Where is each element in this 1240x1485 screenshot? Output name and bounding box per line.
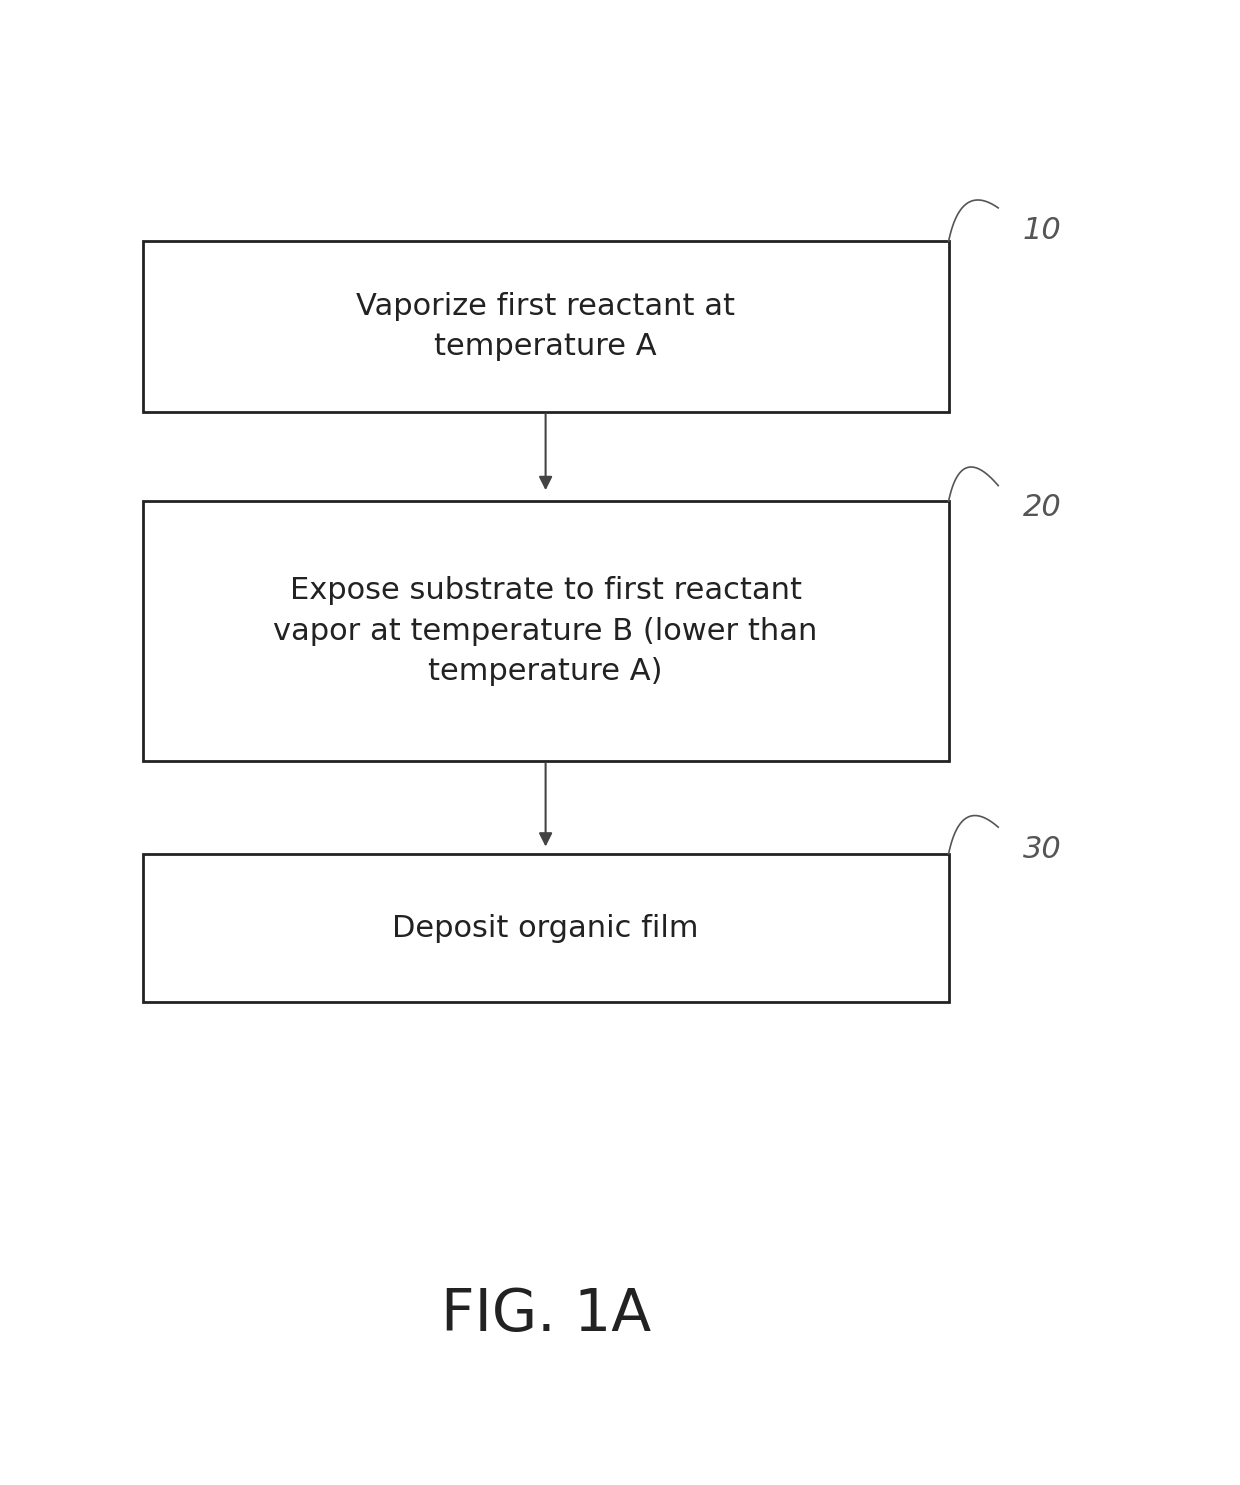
Text: 30: 30 (1023, 835, 1061, 864)
Bar (143, 854, 949, 1002)
Text: 10: 10 (1023, 215, 1061, 245)
Text: FIG. 1A: FIG. 1A (440, 1286, 651, 1342)
Text: Expose substrate to first reactant
vapor at temperature B (lower than
temperatur: Expose substrate to first reactant vapor… (273, 576, 818, 686)
Text: Vaporize first reactant at
temperature A: Vaporize first reactant at temperature A (356, 293, 735, 361)
Text: Deposit organic film: Deposit organic film (392, 913, 699, 943)
Bar (143, 502, 949, 762)
Bar (143, 241, 949, 411)
Text: 20: 20 (1023, 493, 1061, 523)
